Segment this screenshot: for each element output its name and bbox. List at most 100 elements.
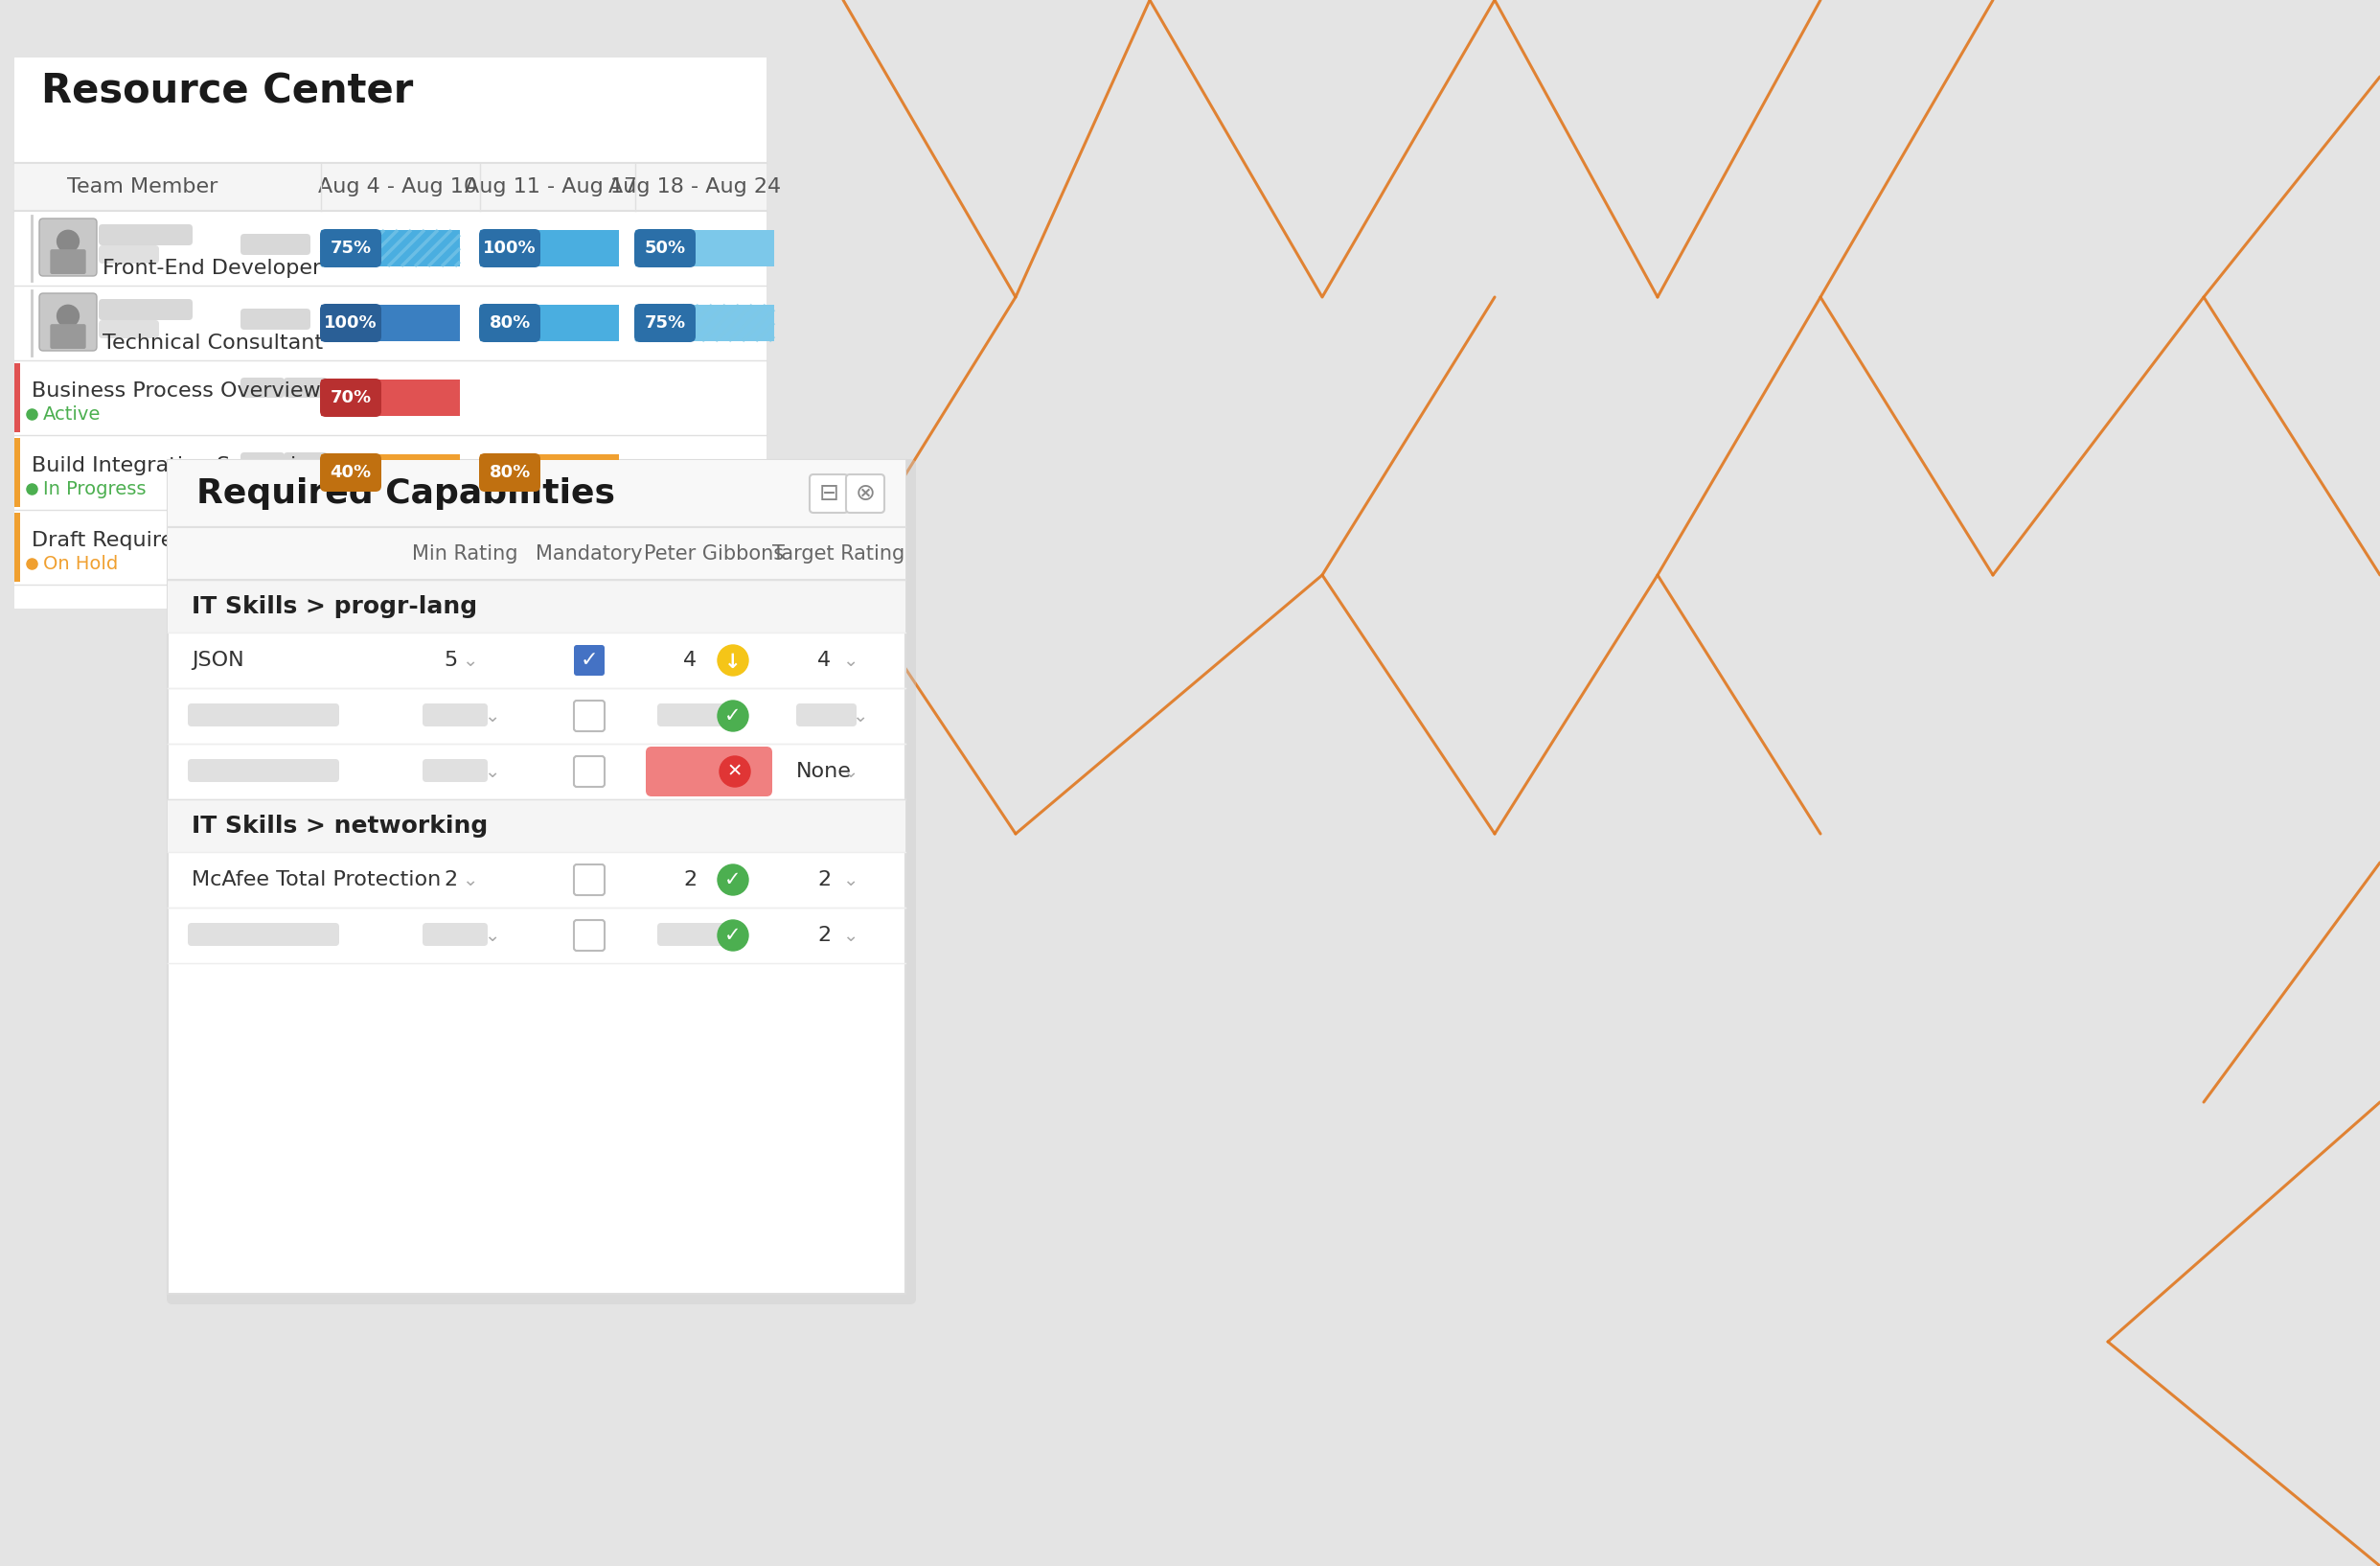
Bar	[14, 438, 19, 507]
Bar	[14, 363, 19, 432]
Text: Front-End Developer: Front-End Developer	[102, 258, 321, 277]
Circle shape	[719, 921, 747, 951]
Text: ✕: ✕	[726, 763, 743, 780]
FancyBboxPatch shape	[319, 453, 381, 492]
Text: On Hold: On Hold	[43, 554, 119, 573]
Text: ↓: ↓	[724, 653, 740, 672]
FancyBboxPatch shape	[635, 229, 695, 268]
FancyBboxPatch shape	[657, 922, 738, 946]
Text: Build Integration Scenarios: Build Integration Scenarios	[31, 456, 321, 476]
FancyBboxPatch shape	[98, 319, 159, 338]
Bar	[321, 379, 459, 417]
Text: ✓: ✓	[581, 651, 597, 670]
Text: Aug 18 - Aug 24: Aug 18 - Aug 24	[609, 177, 781, 196]
FancyBboxPatch shape	[478, 453, 540, 492]
Text: ⌄: ⌄	[843, 926, 857, 944]
Text: Resource Center: Resource Center	[40, 70, 414, 111]
Bar	[321, 305, 459, 341]
Text: 2: 2	[816, 871, 831, 889]
Text: Peter Gibbons: Peter Gibbons	[645, 543, 783, 564]
Text: ✓: ✓	[724, 926, 740, 944]
Circle shape	[719, 645, 747, 675]
FancyBboxPatch shape	[188, 760, 340, 781]
FancyBboxPatch shape	[283, 377, 328, 398]
Text: 4: 4	[816, 651, 831, 670]
Text: IT Skills > progr-lang: IT Skills > progr-lang	[193, 595, 478, 617]
Text: Draft Requirements: Draft Requirements	[31, 531, 240, 550]
Text: 2: 2	[683, 871, 697, 889]
Text: McAfee Total Protection: McAfee Total Protection	[193, 871, 440, 889]
Text: Aug 4 - Aug 10: Aug 4 - Aug 10	[319, 177, 478, 196]
FancyBboxPatch shape	[98, 299, 193, 319]
Bar	[14, 512, 19, 581]
FancyBboxPatch shape	[424, 760, 488, 781]
FancyBboxPatch shape	[657, 703, 738, 727]
Text: 2: 2	[443, 871, 457, 889]
Text: 75%: 75%	[331, 240, 371, 257]
FancyBboxPatch shape	[797, 703, 857, 727]
FancyBboxPatch shape	[319, 379, 381, 417]
FancyBboxPatch shape	[319, 229, 381, 268]
FancyBboxPatch shape	[240, 528, 286, 547]
FancyBboxPatch shape	[424, 703, 488, 727]
Bar	[321, 230, 459, 266]
Text: ✓: ✓	[724, 706, 740, 725]
Bar	[481, 230, 619, 266]
Text: 5: 5	[443, 651, 457, 670]
Text: 75%: 75%	[645, 315, 685, 332]
Text: 80%: 80%	[488, 315, 531, 332]
FancyBboxPatch shape	[283, 528, 328, 547]
Text: Technical Consultant: Technical Consultant	[102, 334, 324, 352]
Circle shape	[719, 700, 747, 731]
FancyBboxPatch shape	[574, 864, 605, 896]
FancyBboxPatch shape	[478, 304, 540, 341]
Text: ⌄: ⌄	[462, 651, 478, 669]
Text: ⌄: ⌄	[483, 763, 500, 780]
Circle shape	[57, 305, 79, 327]
FancyBboxPatch shape	[188, 922, 340, 946]
FancyBboxPatch shape	[240, 453, 286, 473]
Text: 40%: 40%	[331, 464, 371, 481]
Text: ⊗: ⊗	[854, 482, 876, 506]
FancyBboxPatch shape	[574, 700, 605, 731]
Bar	[481, 305, 619, 341]
Text: 2: 2	[816, 926, 831, 944]
Text: ⌄: ⌄	[483, 706, 500, 725]
Circle shape	[57, 230, 79, 252]
FancyBboxPatch shape	[98, 224, 193, 246]
Text: Active: Active	[43, 406, 100, 423]
Text: IT Skills > networking: IT Skills > networking	[193, 814, 488, 838]
FancyBboxPatch shape	[424, 922, 488, 946]
FancyBboxPatch shape	[574, 921, 605, 951]
Text: 100%: 100%	[483, 240, 536, 257]
Bar	[321, 454, 459, 490]
FancyBboxPatch shape	[283, 453, 328, 473]
Text: In Progress: In Progress	[43, 479, 145, 498]
Bar	[481, 454, 619, 490]
Text: ⌄: ⌄	[843, 651, 857, 669]
Text: 50%: 50%	[645, 240, 685, 257]
FancyBboxPatch shape	[845, 474, 885, 512]
Bar	[14, 58, 766, 609]
Text: Required Capabilities: Required Capabilities	[198, 478, 614, 511]
FancyBboxPatch shape	[809, 474, 847, 512]
Text: Mandatory: Mandatory	[536, 543, 643, 564]
Circle shape	[719, 864, 747, 896]
Bar	[167, 460, 904, 1294]
FancyBboxPatch shape	[478, 229, 540, 268]
FancyBboxPatch shape	[188, 703, 340, 727]
Text: ⌄: ⌄	[843, 763, 857, 780]
FancyBboxPatch shape	[635, 304, 695, 341]
Text: Aug 11 - Aug 17: Aug 11 - Aug 17	[464, 177, 638, 196]
Text: Business Process Overview: Business Process Overview	[31, 382, 321, 401]
Circle shape	[719, 756, 750, 786]
Text: ⌄: ⌄	[843, 871, 857, 889]
FancyBboxPatch shape	[645, 747, 771, 797]
Bar	[167, 528, 904, 579]
Text: ⌄: ⌄	[852, 706, 866, 725]
Text: None: None	[797, 763, 852, 781]
Text: 100%: 100%	[324, 315, 378, 332]
Text: 70%: 70%	[331, 388, 371, 406]
Text: Target Rating: Target Rating	[771, 543, 904, 564]
FancyBboxPatch shape	[40, 219, 98, 276]
